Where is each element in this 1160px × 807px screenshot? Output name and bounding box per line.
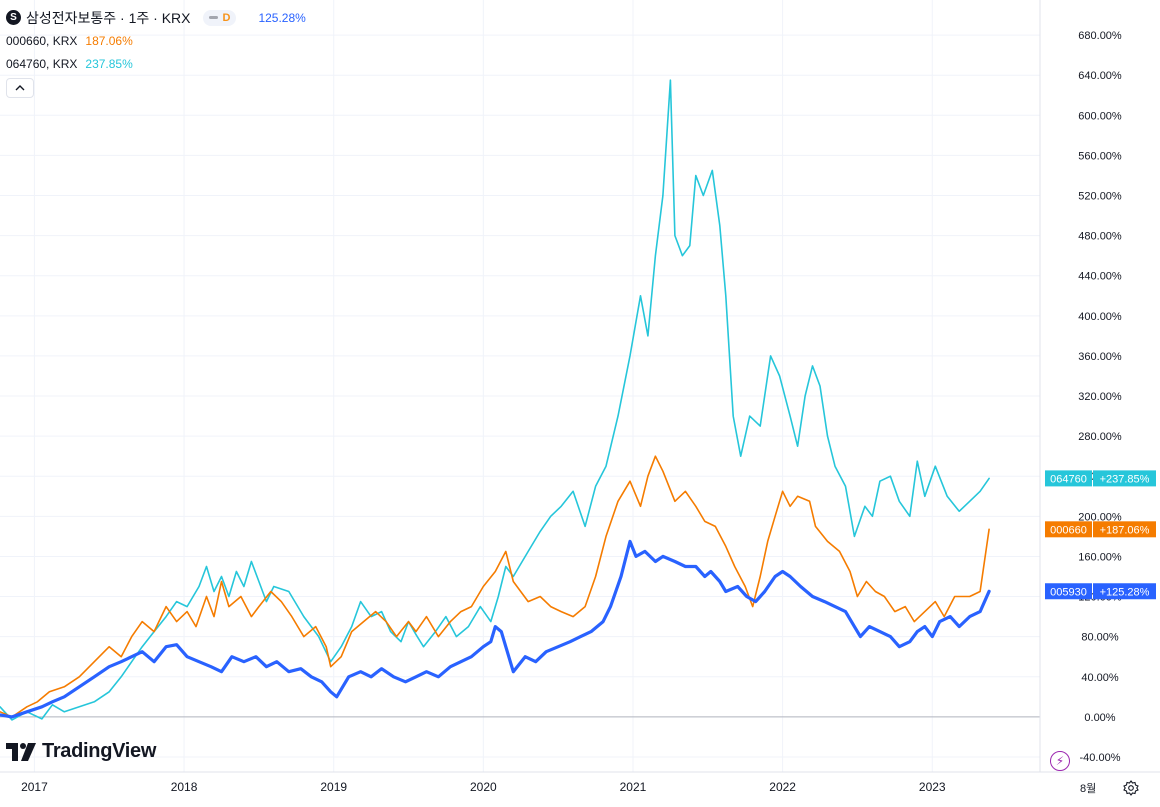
interval-badge: D bbox=[222, 11, 231, 24]
x-tick-label: 2023 bbox=[919, 780, 946, 794]
y-tick-label: 480.00% bbox=[1078, 231, 1122, 243]
series-lines bbox=[0, 79, 991, 721]
x-tick-label: 2017 bbox=[21, 780, 48, 794]
x-tick-label: 2018 bbox=[171, 780, 198, 794]
collapse-legend-button[interactable] bbox=[6, 78, 34, 98]
x-tick-label: 2019 bbox=[320, 780, 347, 794]
y-tick-label: 440.00% bbox=[1078, 271, 1122, 283]
legend: S 삼성전자보통주 · 1주 · KRX D 125.28% 000660, K… bbox=[6, 6, 306, 98]
x-tick-label: 2020 bbox=[470, 780, 497, 794]
timezone-label[interactable]: 8월 bbox=[1080, 783, 1097, 795]
gear-icon[interactable] bbox=[1123, 780, 1139, 796]
symbol-title[interactable]: 삼성전자보통주 · 1주 · KRX bbox=[26, 9, 191, 26]
series-value: 237.85% bbox=[85, 56, 133, 71]
badge-value-bg bbox=[1093, 583, 1156, 600]
badge-value: +237.85% bbox=[1100, 473, 1150, 485]
series-line-005930[interactable] bbox=[0, 539, 991, 719]
legend-row-064760[interactable]: 064760, KRX 237.85% bbox=[6, 52, 306, 75]
badge-symbol-bg bbox=[1045, 583, 1092, 600]
y-tick-label: 80.00% bbox=[1081, 632, 1119, 644]
series-line-000660[interactable] bbox=[0, 455, 990, 718]
y-tick-label: 360.00% bbox=[1078, 351, 1122, 363]
y-tick-label: 520.00% bbox=[1078, 191, 1122, 203]
y-tick-label: 200.00% bbox=[1078, 511, 1122, 523]
y-tick-label: 680.00% bbox=[1078, 30, 1122, 42]
price-badge-005930: 005930 +125.28% bbox=[1045, 583, 1156, 600]
y-tick-label: 280.00% bbox=[1078, 431, 1122, 443]
badge-symbol-bg bbox=[1045, 521, 1092, 538]
x-tick-label: 2021 bbox=[620, 780, 647, 794]
badge-value: +187.06% bbox=[1100, 524, 1150, 536]
badge-symbol: 064760 bbox=[1050, 473, 1087, 485]
main-series-value: 125.28% bbox=[258, 10, 306, 25]
price-badge-000660: 000660 +187.06% bbox=[1045, 521, 1156, 538]
badge-value: +125.28% bbox=[1100, 586, 1150, 598]
series-value: 187.06% bbox=[85, 33, 133, 48]
grid bbox=[0, 0, 1040, 772]
y-tick-label: 320.00% bbox=[1078, 391, 1122, 403]
badge-value-bg bbox=[1093, 521, 1156, 538]
legend-main-row[interactable]: S 삼성전자보통주 · 1주 · KRX D 125.28% bbox=[6, 6, 306, 29]
y-tick-label: 560.00% bbox=[1078, 150, 1122, 162]
interval-pill[interactable]: D bbox=[202, 9, 237, 26]
chevron-up-icon bbox=[15, 85, 25, 91]
y-tick-label: 640.00% bbox=[1078, 70, 1122, 82]
y-tick-label: -40.00% bbox=[1080, 752, 1121, 764]
series-line-064760[interactable] bbox=[0, 79, 990, 721]
badge-value-bg bbox=[1093, 470, 1156, 487]
y-tick-label: 160.00% bbox=[1078, 551, 1122, 563]
series-name: 000660, KRX bbox=[6, 33, 78, 48]
time-axis[interactable]: 2017 2018 2019 2020 2021 2022 2023 bbox=[21, 780, 946, 794]
lightning-icon[interactable]: ⚡ bbox=[1050, 751, 1070, 771]
badge-symbol: 005930 bbox=[1050, 586, 1087, 598]
series-name: 064760, KRX bbox=[6, 56, 78, 71]
tradingview-mark-icon bbox=[6, 742, 36, 761]
badge-symbol-bg bbox=[1045, 470, 1092, 487]
x-tick-label: 2022 bbox=[769, 780, 796, 794]
y-tick-label: 400.00% bbox=[1078, 311, 1122, 323]
y-tick-label: 0.00% bbox=[1084, 712, 1115, 724]
y-tick-label: 600.00% bbox=[1078, 110, 1122, 122]
tradingview-logo[interactable]: TradingView bbox=[6, 740, 156, 763]
legend-row-000660[interactable]: 000660, KRX 187.06% bbox=[6, 29, 306, 52]
price-badge-064760: 064760 +237.85% bbox=[1045, 470, 1156, 487]
y-tick-label: 40.00% bbox=[1081, 672, 1119, 684]
price-badges: 064760 +237.85% 000660 +187.06% 005930 +125.2… bbox=[1045, 470, 1156, 600]
tradingview-wordmark: TradingView bbox=[42, 740, 157, 762]
badge-symbol: 000660 bbox=[1050, 524, 1087, 536]
minus-icon bbox=[208, 16, 218, 19]
symbol-logo-icon: S bbox=[6, 10, 21, 25]
price-axis[interactable]: -40.00%0.00%40.00%80.00%120.00%160.00%20… bbox=[1078, 30, 1122, 764]
